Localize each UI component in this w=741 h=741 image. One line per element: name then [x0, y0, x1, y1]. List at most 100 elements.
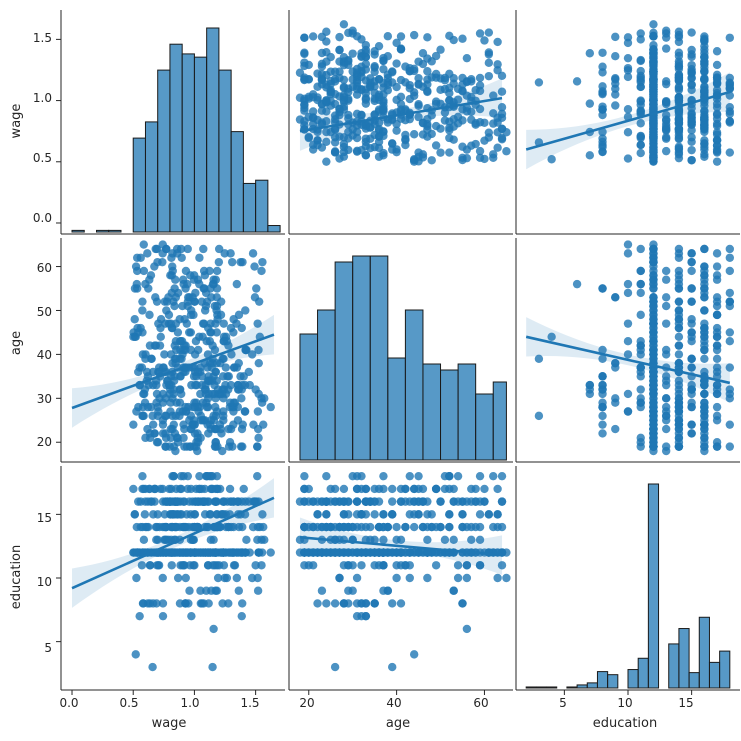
- scatter-point: [675, 315, 683, 323]
- scatter-point: [375, 42, 383, 50]
- scatter-point: [401, 141, 409, 149]
- scatter-point: [445, 523, 453, 531]
- scatter-point: [193, 447, 201, 455]
- histogram-bar: [370, 256, 388, 460]
- histogram-bar: [709, 662, 719, 688]
- scatter-point: [611, 33, 619, 41]
- scatter-point: [675, 144, 683, 152]
- scatter-point: [327, 88, 335, 96]
- scatter-point: [238, 324, 246, 332]
- scatter-point: [637, 341, 645, 349]
- panel-age-vs-age: [289, 238, 513, 462]
- scatter-point: [713, 363, 721, 371]
- scatter-point: [485, 59, 493, 67]
- scatter-point: [410, 650, 418, 658]
- scatter-point: [313, 599, 321, 607]
- scatter-point: [344, 128, 352, 136]
- scatter-point: [624, 280, 632, 288]
- scatter-point: [198, 599, 206, 607]
- scatter-point: [726, 442, 734, 450]
- y-tick-label-wage: 1.5: [33, 31, 52, 45]
- scatter-point: [309, 145, 317, 153]
- scatter-point: [410, 130, 418, 138]
- scatter-point: [215, 245, 223, 253]
- scatter-point: [133, 284, 141, 292]
- scatter-point: [163, 297, 171, 305]
- scatter-point: [662, 116, 670, 124]
- scatter-point: [713, 145, 721, 153]
- histogram-bar: [96, 230, 108, 232]
- histogram-bar: [628, 670, 638, 688]
- scatter-point: [700, 319, 708, 327]
- scatter-point: [662, 293, 670, 301]
- scatter-point: [357, 599, 365, 607]
- scatter-point: [637, 289, 645, 297]
- scatter-point: [257, 561, 265, 569]
- scatter-point: [348, 29, 356, 37]
- scatter-point: [344, 587, 352, 595]
- panel-plot-area: [0, 472, 275, 671]
- scatter-point: [213, 267, 221, 275]
- scatter-point: [379, 105, 387, 113]
- scatter-point: [318, 118, 326, 126]
- scatter-point: [649, 341, 657, 349]
- scatter-point: [300, 472, 308, 480]
- scatter-point: [649, 328, 657, 336]
- scatter-point: [140, 240, 148, 248]
- scatter-point: [138, 412, 146, 420]
- scatter-point: [502, 128, 510, 136]
- scatter-point: [624, 128, 632, 136]
- scatter-point: [700, 381, 708, 389]
- histogram-bar: [268, 226, 280, 232]
- y-tick-label-education: 5: [44, 641, 52, 655]
- scatter-point: [335, 574, 343, 582]
- scatter-point: [493, 574, 501, 582]
- scatter-point: [726, 110, 734, 118]
- scatter-point: [649, 32, 657, 40]
- scatter-point: [598, 412, 606, 420]
- scatter-point: [131, 315, 139, 323]
- scatter-point: [305, 93, 313, 101]
- scatter-point: [637, 394, 645, 402]
- scatter-point: [637, 149, 645, 157]
- scatter-point: [454, 472, 462, 480]
- scatter-point: [611, 399, 619, 407]
- scatter-point: [214, 385, 222, 393]
- histogram-bar: [648, 484, 658, 688]
- scatter-point: [535, 412, 543, 420]
- scatter-point: [726, 328, 734, 336]
- scatter-point: [700, 399, 708, 407]
- scatter-point: [213, 587, 221, 595]
- histogram-bar: [720, 651, 730, 688]
- scatter-point: [713, 416, 721, 424]
- scatter-point: [649, 390, 657, 398]
- scatter-point: [675, 416, 683, 424]
- scatter-point: [649, 69, 657, 77]
- scatter-point: [209, 625, 217, 633]
- scatter-point: [322, 96, 330, 104]
- scatter-point: [379, 485, 387, 493]
- scatter-point: [174, 574, 182, 582]
- scatter-point: [132, 650, 140, 658]
- scatter-point: [489, 150, 497, 158]
- scatter-point: [309, 497, 317, 505]
- scatter-point: [331, 148, 339, 156]
- scatter-point: [414, 548, 422, 556]
- scatter-point: [370, 50, 378, 58]
- scatter-point: [624, 289, 632, 297]
- scatter-point: [467, 108, 475, 116]
- scatter-point: [258, 510, 266, 518]
- scatter-point: [436, 124, 444, 132]
- scatter-point: [195, 485, 203, 493]
- scatter-point: [171, 412, 179, 420]
- scatter-point: [340, 599, 348, 607]
- scatter-point: [148, 663, 156, 671]
- scatter-point: [637, 119, 645, 127]
- y-tick-label-age: 40: [37, 348, 52, 362]
- scatter-point: [153, 561, 161, 569]
- scatter-point: [687, 133, 695, 141]
- scatter-point: [726, 337, 734, 345]
- scatter-point: [185, 328, 193, 336]
- scatter-point: [675, 333, 683, 341]
- scatter-point: [480, 136, 488, 144]
